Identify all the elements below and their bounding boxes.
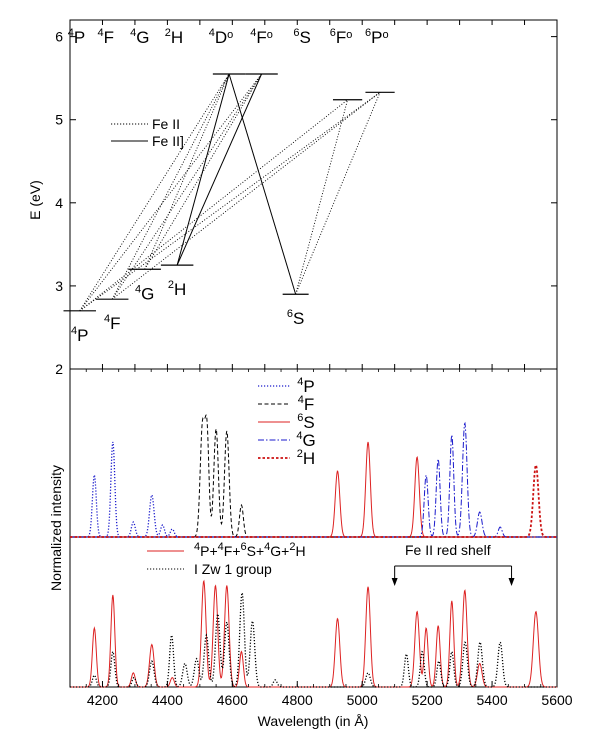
spectrum-upper-panel bbox=[70, 414, 557, 538]
level-label-4P: 4P bbox=[71, 325, 88, 345]
energy-levels bbox=[63, 73, 395, 312]
lower-spectrum-legend: 4P+4F+6S+4G+2H I Zw 1 group bbox=[147, 541, 306, 577]
top-term-6Po: 6Po bbox=[365, 27, 389, 47]
wavelength-axis-title: Wavelength (in Å) bbox=[258, 713, 369, 729]
red-shelf-annotation: Fe II red shelf bbox=[391, 542, 515, 586]
legend-label-fe-ii: Fe II bbox=[152, 116, 180, 132]
energy-panel-frame bbox=[69, 19, 558, 370]
transition-4P-4Fo bbox=[79, 73, 262, 312]
upper-legend-label-2H: 2H bbox=[297, 448, 315, 468]
energy-y-axis-title: E (eV) bbox=[27, 180, 43, 220]
upper-series-2H bbox=[70, 463, 557, 538]
upper-legend-label-4F: 4F bbox=[298, 394, 315, 414]
transition-lines bbox=[79, 73, 381, 312]
level-label-4G: 4G bbox=[135, 283, 154, 303]
legend-label-model: 4P+4F+6S+4G+2H bbox=[194, 541, 306, 559]
legend-label-fe-ii-semi: Fe II] bbox=[152, 133, 184, 149]
top-term-2H: 2H bbox=[165, 27, 183, 47]
transition-4P-6Po bbox=[79, 91, 381, 312]
energy-tick-label: 3 bbox=[55, 278, 63, 294]
red-shelf-right-arrowhead bbox=[508, 578, 515, 586]
transition-4F-4Do bbox=[111, 73, 230, 300]
lower-series-izw1 bbox=[70, 591, 557, 688]
x-tick-label: 5000 bbox=[347, 692, 378, 708]
transition-2H-4Do bbox=[176, 73, 230, 266]
upper-legend-label-4P: 4P bbox=[297, 376, 314, 396]
level-label-2H: 2H bbox=[168, 279, 186, 299]
energy-legend: Fe II Fe II] bbox=[111, 116, 184, 149]
energy-tick-label: 2 bbox=[55, 361, 63, 377]
top-term-6S: 6S bbox=[293, 27, 310, 47]
transition-2H-4Fo bbox=[176, 73, 263, 266]
transition-4F-6Po bbox=[111, 91, 381, 300]
upper-legend-label-6S: 6S bbox=[297, 412, 314, 432]
top-term-labels: 4P 4F 4G 2H 4Do 4Fo 6S 6Fo 6Po bbox=[68, 27, 389, 47]
energy-tick-label: 5 bbox=[55, 112, 63, 128]
spectrum-lower-panel bbox=[70, 579, 557, 688]
level-labels: 4P 4F 4G 2H 6S bbox=[71, 279, 304, 345]
x-tick-label: 4800 bbox=[282, 692, 313, 708]
transition-6S-6Po bbox=[295, 92, 381, 295]
x-tick-label: 5600 bbox=[541, 692, 572, 708]
x-tick-label: 4600 bbox=[217, 692, 248, 708]
red-shelf-left-arrowhead bbox=[391, 578, 398, 586]
intensity-axis-title: Normalized intensity bbox=[48, 465, 64, 591]
transition-4F-4Fo bbox=[111, 73, 262, 300]
top-term-4P: 4P bbox=[68, 27, 85, 47]
transition-4P-4Do bbox=[79, 73, 230, 312]
red-shelf-label: Fe II red shelf bbox=[405, 542, 491, 558]
top-term-4F: 4F bbox=[97, 27, 114, 47]
x-tick-label: 5200 bbox=[412, 692, 443, 708]
x-tick-label: 5400 bbox=[476, 692, 507, 708]
level-label-4F: 4F bbox=[104, 313, 121, 333]
transition-6S-4Do bbox=[228, 73, 297, 295]
top-term-4Do: 4Do bbox=[209, 27, 234, 47]
transition-4G-4Fo bbox=[144, 73, 262, 270]
level-label-6S: 6S bbox=[287, 308, 304, 328]
top-term-6Fo: 6Fo bbox=[330, 27, 353, 47]
upper-legend-label-4G: 4G bbox=[296, 430, 315, 450]
transition-6S-6Fo bbox=[295, 99, 349, 295]
energy-tick-label: 4 bbox=[55, 195, 63, 211]
legend-label-izw1: I Zw 1 group bbox=[194, 561, 272, 577]
x-tick-label: 4400 bbox=[152, 692, 183, 708]
wavelength-x-axis: 4200 4400 4600 4800 5000 5200 5400 5600 bbox=[69, 369, 573, 708]
top-term-4G: 4G bbox=[130, 27, 149, 47]
top-term-4Fo: 4Fo bbox=[250, 27, 273, 47]
transition-4G-4Do bbox=[144, 73, 230, 270]
x-tick-label: 4200 bbox=[87, 692, 118, 708]
energy-y-axis: 2 3 4 5 6 bbox=[55, 20, 557, 377]
energy-tick-label: 6 bbox=[55, 29, 63, 45]
transition-4P-6Fo bbox=[79, 99, 348, 312]
